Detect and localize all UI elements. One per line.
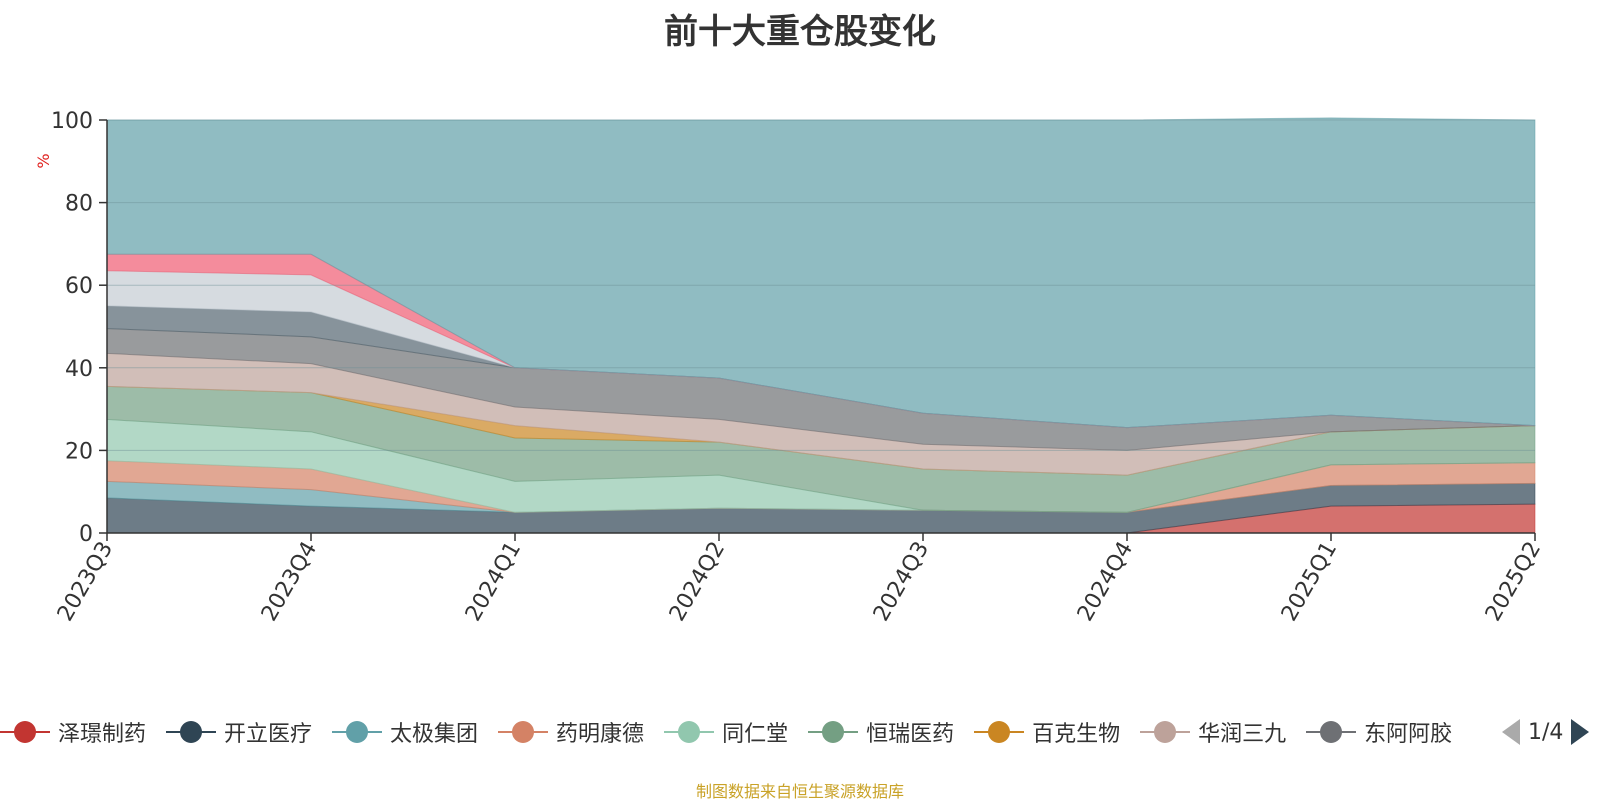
x-tick-label-7: 2025Q2 xyxy=(1481,538,1546,626)
legend-viewport: 泽璟制药 开立医疗 太极集团 药明康德 同仁堂 恒瑞医药 百克生物 华润三九 东阿阿胶 xyxy=(0,712,1482,752)
legend-item-8[interactable]: 东阿阿胶 xyxy=(1306,716,1452,748)
y-tick-label-1: 20 xyxy=(65,439,93,464)
x-tick-label-6: 2025Q1 xyxy=(1277,538,1342,626)
area-layers xyxy=(106,117,1536,534)
y-tick-label-0: 0 xyxy=(79,522,93,547)
legend-label: 药明康德 xyxy=(556,722,645,747)
legend-track: 泽璟制药 开立医疗 太极集团 药明康德 同仁堂 恒瑞医药 百克生物 华润三九 东阿阿胶 xyxy=(0,712,1482,752)
x-tick-label-0: 2023Q3 xyxy=(53,538,118,626)
x-tick-label-5: 2024Q4 xyxy=(1073,538,1138,626)
y-tick-label-4: 80 xyxy=(65,192,93,217)
y-tick-label-3: 60 xyxy=(65,274,93,299)
legend-label: 恒瑞医药 xyxy=(866,722,955,747)
legend-item-3[interactable]: 药明康德 xyxy=(498,716,644,748)
legend-page-indicator: 1/4 xyxy=(1528,719,1564,745)
legend-marker-icon xyxy=(332,721,383,743)
legend-marker-icon xyxy=(166,721,217,743)
area-series-12 xyxy=(106,117,1536,429)
x-tick-label-4: 2024Q3 xyxy=(869,538,934,626)
stacked-area-chart: 0 20 40 60 80 100% 2023Q3 2023Q4 2024Q1 2024Q2 202… xyxy=(34,109,1546,626)
legend-item-7[interactable]: 华润三九 xyxy=(1140,716,1286,748)
legend-item-6[interactable]: 百克生物 xyxy=(974,716,1120,748)
data-source-note: 制图数据来自恒生聚源数据库 xyxy=(695,782,904,801)
legend-label: 百克生物 xyxy=(1032,722,1121,747)
y-tick-label-2: 40 xyxy=(65,357,93,382)
y-tick-label-5: 100 xyxy=(51,109,93,134)
legend-label: 开立医疗 xyxy=(224,722,313,747)
legend-label: 东阿阿胶 xyxy=(1364,722,1453,747)
legend-item-4[interactable]: 同仁堂 xyxy=(664,716,788,748)
legend-marker-icon xyxy=(0,721,50,743)
legend-marker-icon xyxy=(808,721,859,743)
legend-pager: 1/4 xyxy=(1500,712,1591,752)
legend-label: 太极集团 xyxy=(390,722,479,747)
legend-label: 华润三九 xyxy=(1198,722,1287,747)
x-tick-label-2: 2024Q1 xyxy=(461,538,526,626)
legend-marker-icon xyxy=(974,721,1025,743)
chart-title: 前十大重仓股变化 xyxy=(664,12,936,52)
y-axis-unit-label: % xyxy=(34,153,53,168)
legend-prev-page-icon[interactable] xyxy=(1500,717,1522,747)
x-tick-label-1: 2023Q4 xyxy=(257,538,322,626)
legend-item-5[interactable]: 恒瑞医药 xyxy=(808,716,954,748)
legend-item-1[interactable]: 开立医疗 xyxy=(166,716,312,748)
legend-marker-icon xyxy=(1306,721,1357,743)
legend-label: 同仁堂 xyxy=(722,722,789,747)
legend: 泽璟制药 开立医疗 太极集团 药明康德 同仁堂 恒瑞医药 百克生物 华润三九 东阿阿胶 1/4 xyxy=(0,712,1600,752)
legend-item-0[interactable]: 泽璟制药 xyxy=(0,716,146,748)
legend-item-2[interactable]: 太极集团 xyxy=(332,716,478,748)
legend-next-page-icon[interactable] xyxy=(1569,717,1591,747)
legend-label: 泽璟制药 xyxy=(58,722,147,747)
legend-marker-icon xyxy=(498,721,549,743)
legend-marker-icon xyxy=(664,721,715,743)
x-tick-label-3: 2024Q2 xyxy=(665,538,730,626)
legend-marker-icon xyxy=(1140,721,1191,743)
